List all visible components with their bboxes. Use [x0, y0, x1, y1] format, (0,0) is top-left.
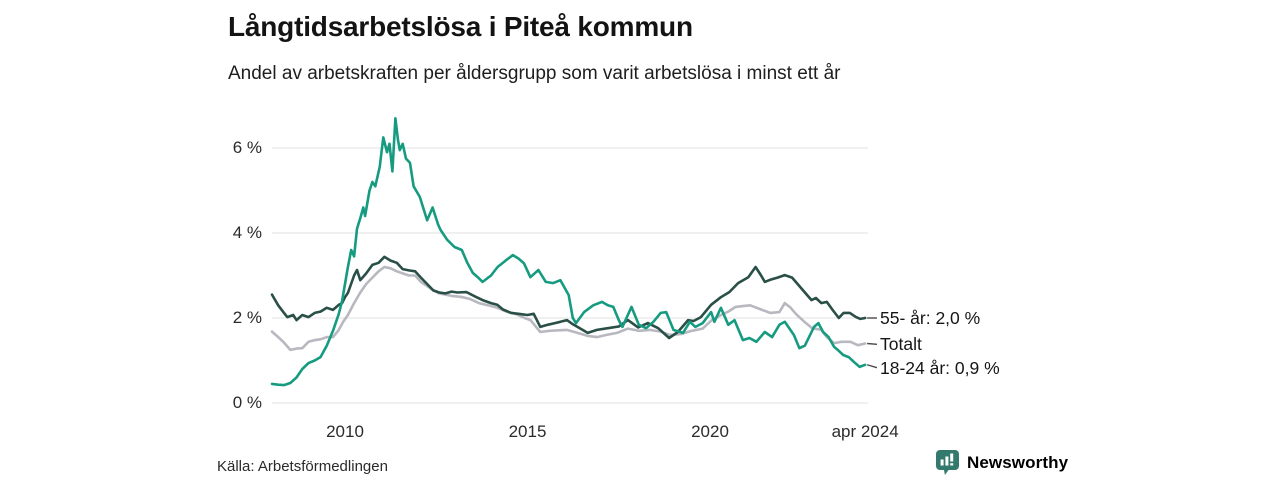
x-axis-tick-label: apr 2024: [831, 422, 899, 441]
series-end-label: Totalt: [880, 334, 922, 355]
x-axis-tick-label: 2010: [326, 422, 364, 441]
source-text: Källa: Arbetsförmedlingen: [217, 458, 388, 475]
page-title: Långtidsarbetslösa i Piteå kommun: [228, 11, 693, 42]
series-line-totalt: [270, 265, 867, 352]
x-axis-tick-label: 2015: [508, 422, 547, 441]
series-line-55-r: [270, 255, 867, 340]
legend-leader-line: [867, 342, 878, 346]
legend-leader-line: [866, 364, 878, 369]
y-axis-tick-label: 0 %: [232, 393, 262, 412]
y-axis-tick-label: 6 %: [232, 138, 262, 157]
series-end-label: 18-24 år: 0,9 %: [880, 357, 1000, 378]
newsworthy-icon: [936, 450, 959, 475]
series-end-label: 55- år: 2,0 %: [880, 308, 981, 328]
series-line-18-24-r: [270, 117, 867, 387]
brand-logo: Newsworthy: [936, 450, 1068, 475]
chart-subtitle: Andel av arbetskraften per åldersgrupp s…: [228, 63, 841, 84]
brand-name: Newsworthy: [967, 452, 1069, 472]
y-axis-tick-label: 4 %: [232, 223, 262, 242]
y-axis-tick-label: 2 %: [232, 308, 262, 327]
x-axis-tick-label: 2020: [691, 422, 729, 441]
